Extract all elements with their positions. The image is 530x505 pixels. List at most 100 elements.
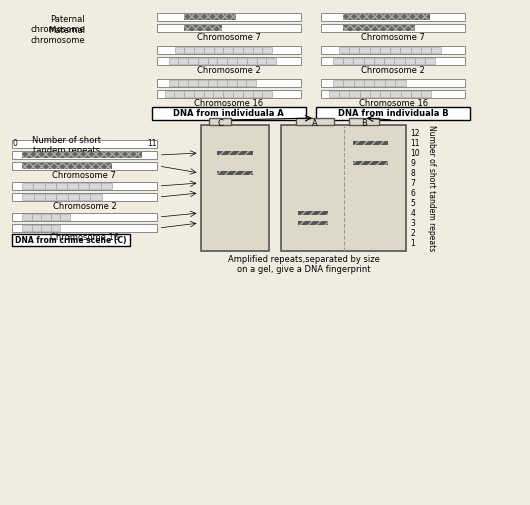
Bar <box>374 58 384 64</box>
Bar <box>217 151 253 155</box>
Text: 3: 3 <box>411 219 416 227</box>
Bar <box>204 91 214 97</box>
Bar <box>354 141 388 145</box>
Bar <box>329 91 339 97</box>
Bar <box>12 162 156 170</box>
Bar <box>321 79 465 87</box>
Bar <box>227 58 237 64</box>
Text: Chromosome 16: Chromosome 16 <box>50 233 119 242</box>
Bar <box>349 91 360 97</box>
Bar <box>12 234 130 246</box>
Bar <box>51 214 60 220</box>
Text: 7: 7 <box>411 178 416 187</box>
Bar <box>178 58 188 64</box>
Bar <box>431 47 441 53</box>
Bar <box>227 80 237 86</box>
Bar <box>400 47 411 53</box>
Bar <box>101 183 112 189</box>
Bar <box>262 91 272 97</box>
Bar <box>32 214 41 220</box>
Bar <box>246 80 256 86</box>
Text: 12: 12 <box>411 128 420 137</box>
Bar <box>50 225 60 231</box>
Bar <box>349 47 359 53</box>
Bar <box>217 58 227 64</box>
Bar <box>156 13 301 21</box>
Bar <box>91 194 102 200</box>
Bar <box>184 14 236 20</box>
Text: Chromosome 2: Chromosome 2 <box>52 202 116 211</box>
Bar <box>41 225 50 231</box>
Bar <box>421 91 431 97</box>
Text: 5: 5 <box>411 198 416 208</box>
Text: 6: 6 <box>411 188 416 197</box>
Bar <box>165 91 174 97</box>
Bar <box>296 118 334 125</box>
Text: 9: 9 <box>411 159 416 168</box>
Text: Chromosome 2: Chromosome 2 <box>197 66 261 75</box>
Bar <box>223 91 233 97</box>
Bar <box>237 58 247 64</box>
Bar <box>243 47 253 53</box>
Bar <box>152 107 306 120</box>
Bar <box>262 47 272 53</box>
Bar <box>169 58 178 64</box>
Bar <box>214 91 223 97</box>
Bar <box>369 47 380 53</box>
Bar <box>217 80 227 86</box>
Text: 11: 11 <box>411 138 420 147</box>
Bar <box>32 225 41 231</box>
Text: 2: 2 <box>411 228 416 237</box>
Bar <box>156 24 301 32</box>
Bar <box>156 79 301 87</box>
Bar <box>217 171 253 175</box>
Bar <box>237 80 246 86</box>
Bar <box>56 194 68 200</box>
Text: 10: 10 <box>411 148 420 158</box>
Text: Chromosome 2: Chromosome 2 <box>361 66 425 75</box>
Bar <box>184 91 194 97</box>
Bar <box>184 14 236 20</box>
Bar <box>354 58 364 64</box>
Bar <box>22 183 33 189</box>
Bar <box>198 58 208 64</box>
Bar <box>217 151 253 155</box>
Bar <box>169 80 178 86</box>
Bar <box>421 47 431 53</box>
Bar <box>174 47 184 53</box>
Text: Chromosome 7: Chromosome 7 <box>197 33 261 42</box>
Bar <box>12 182 156 190</box>
Bar <box>22 163 112 169</box>
Bar <box>12 213 156 221</box>
Bar <box>12 224 156 232</box>
Bar <box>33 194 45 200</box>
Bar <box>12 193 156 201</box>
Bar <box>12 151 156 159</box>
Text: B: B <box>361 119 367 128</box>
Bar <box>354 161 388 165</box>
Bar <box>22 152 142 158</box>
Bar <box>391 91 401 97</box>
Text: Number of short
tandem repeats: Number of short tandem repeats <box>32 136 102 156</box>
Bar <box>188 58 198 64</box>
Bar <box>380 47 390 53</box>
Text: 4: 4 <box>411 209 416 218</box>
Bar <box>380 91 391 97</box>
Bar <box>401 91 411 97</box>
Bar <box>359 47 369 53</box>
Text: Paternal
chromosome: Paternal chromosome <box>30 15 85 34</box>
Bar <box>364 80 374 86</box>
Bar <box>333 58 343 64</box>
Bar <box>22 152 142 158</box>
Bar <box>364 58 374 64</box>
Bar <box>201 125 269 251</box>
Text: Chromosome 16: Chromosome 16 <box>194 99 263 108</box>
Bar <box>178 80 188 86</box>
Bar <box>184 25 222 31</box>
Bar <box>223 47 233 53</box>
Bar <box>343 25 416 31</box>
Bar <box>208 80 217 86</box>
Bar <box>298 221 328 225</box>
Bar <box>188 80 198 86</box>
Bar <box>411 47 421 53</box>
